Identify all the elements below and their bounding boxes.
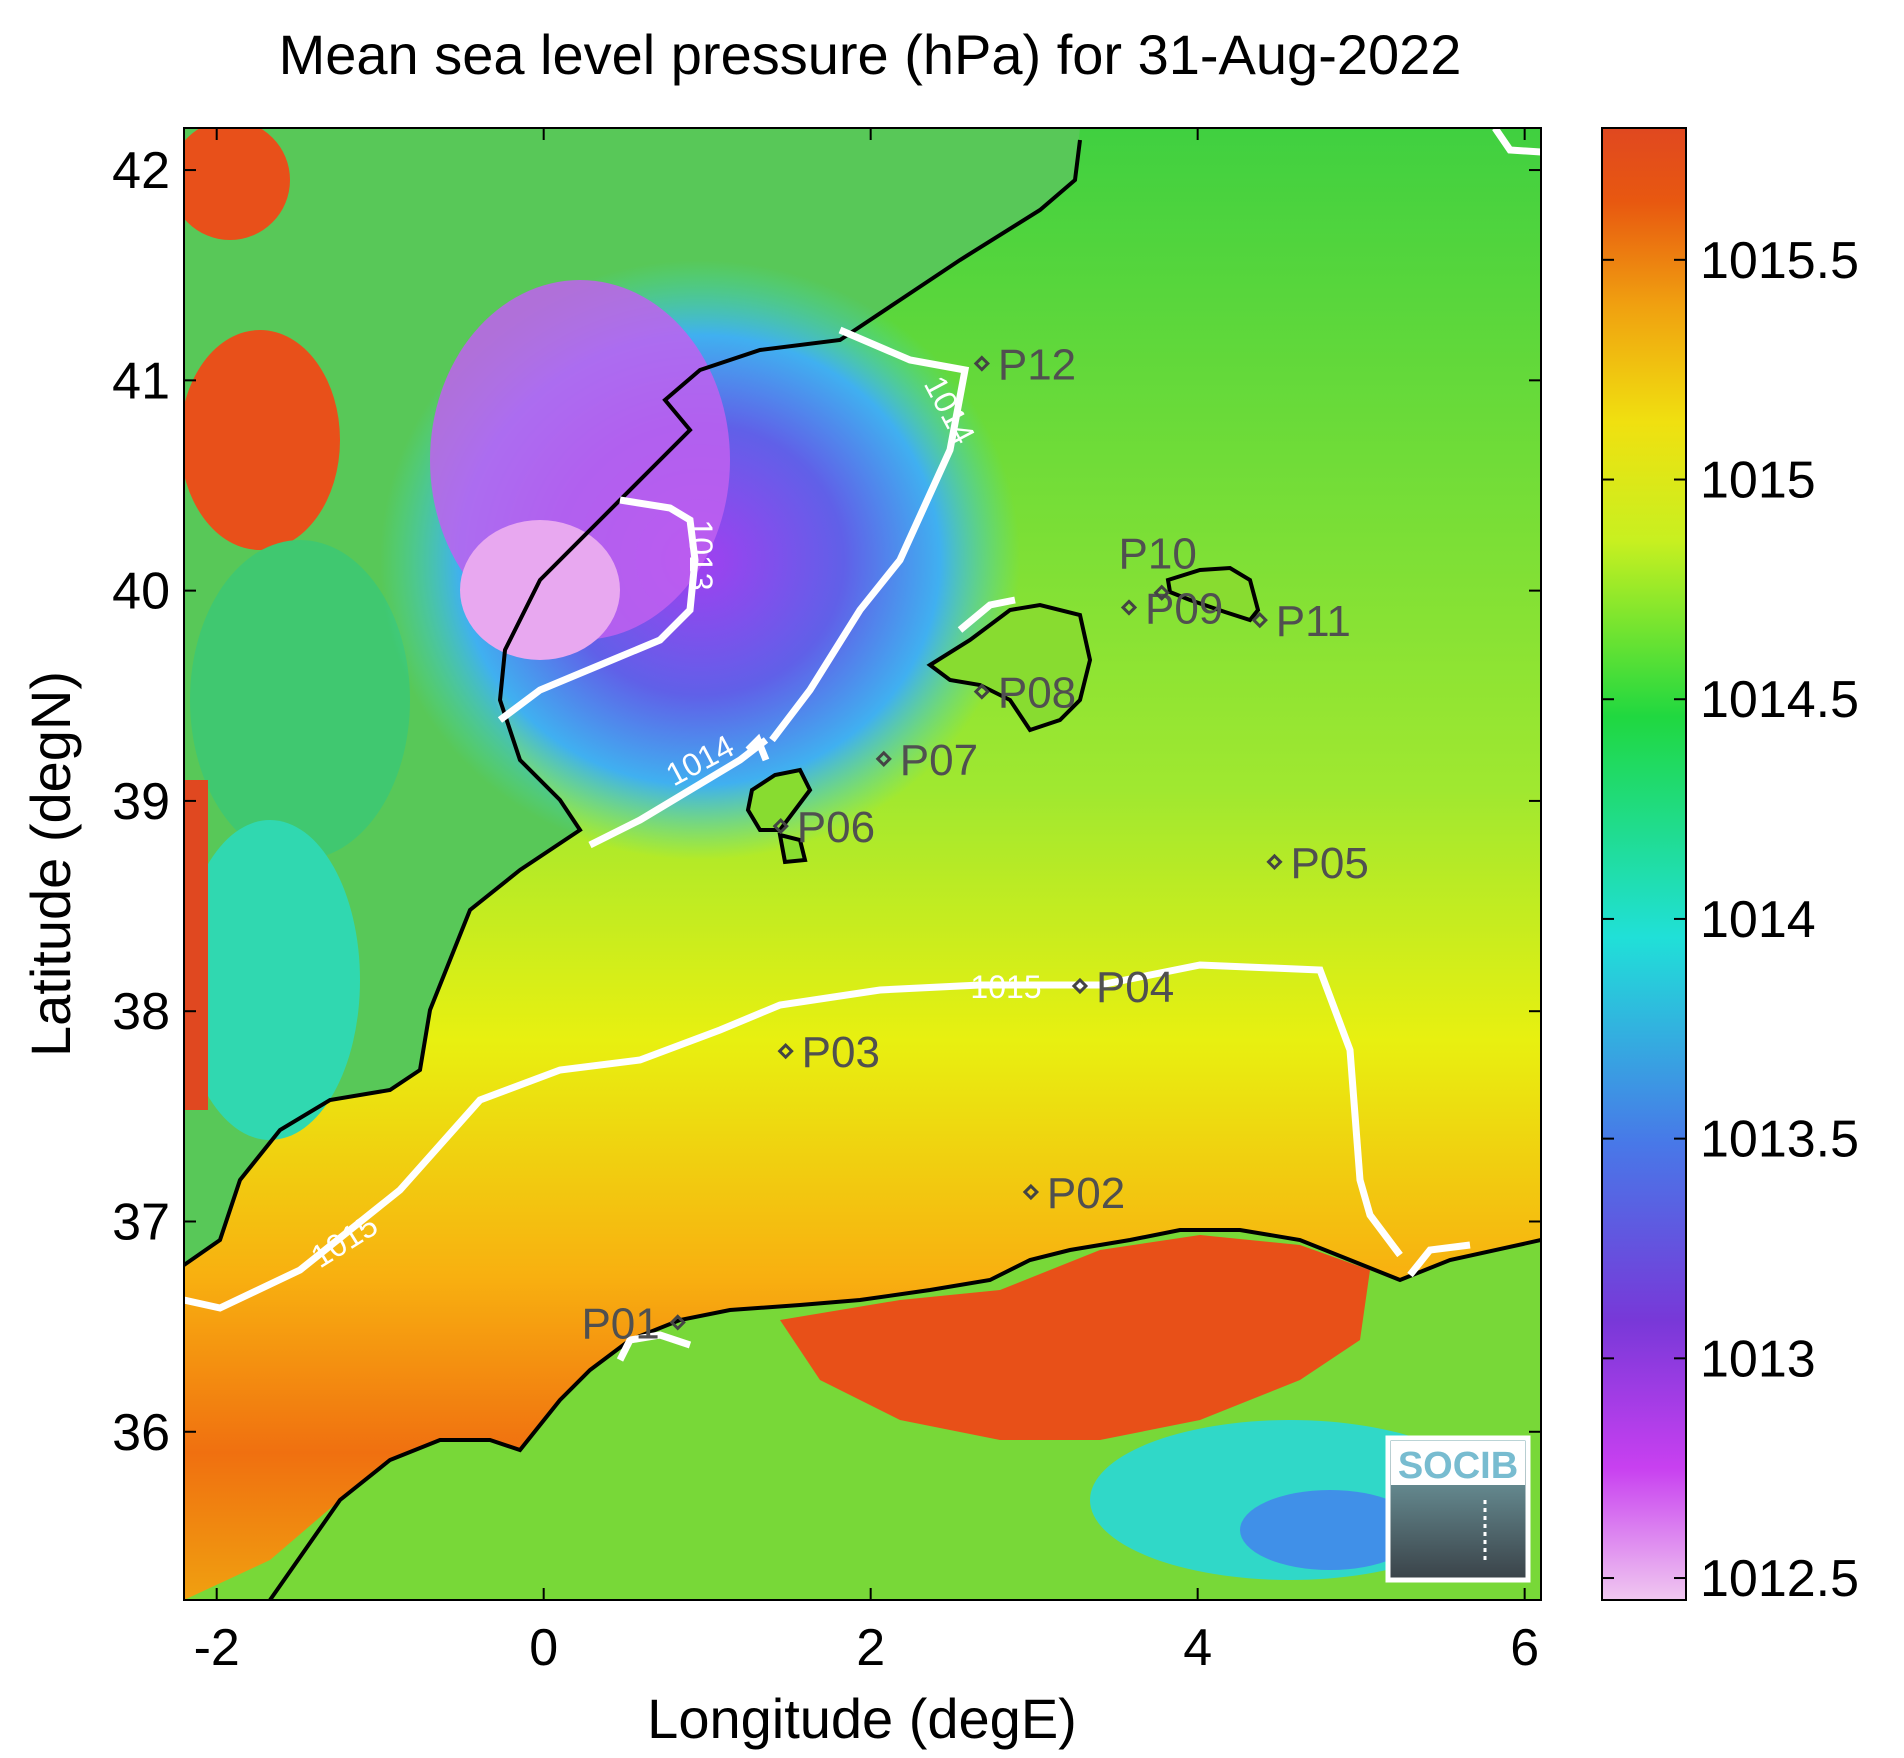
colorbar-tick-label: 1015 [1700,452,1816,510]
colorbar [1601,127,1687,1601]
station-label: P08 [998,669,1076,718]
station-label: P07 [900,736,978,785]
station-p10[interactable]: P10 [1119,530,1197,601]
x-tick-label: 0 [529,1619,558,1677]
isobar-1014-mallorca [957,596,1016,633]
station-p11[interactable]: P11 [1251,597,1351,646]
socib-logo: SOCIB [1385,1435,1531,1583]
colorbar-tick-label: 1014 [1700,891,1816,949]
y-tick-label: 41 [112,352,170,410]
station-marker-icon [669,1314,686,1331]
isobar-1014-small [745,733,770,762]
station-p03[interactable]: P03 [777,1028,880,1077]
station-label: P10 [1119,530,1197,579]
land-africa-blue [1240,1490,1420,1570]
colorbar-tick-label: 1012.5 [1700,1550,1859,1608]
contour-label-1015-center: 1015 [970,969,1041,1005]
y-tick-label: 39 [112,773,170,831]
station-marker-icon [1266,853,1283,871]
station-label: P06 [797,803,875,852]
contour-label-1013: 1013 [683,519,719,590]
colorbar-ticks: 1012.5 1013 1013.5 1014 1014.5 1015 1015.5 [1602,232,1859,1608]
x-tick-label: 6 [1510,1619,1539,1677]
island-mallorca [926,602,1093,733]
station-marker-icon [973,355,990,372]
station-p12[interactable]: P12 [973,341,1076,390]
socib-logo-text: SOCIB [1398,1445,1518,1487]
isobar-1015-p01 [616,1331,692,1362]
x-tick-label: 2 [856,1619,885,1677]
isobar-1015-ne [1492,128,1541,156]
station-label: P03 [802,1028,880,1077]
map-frame [183,127,1542,1601]
pressure-low-min [460,520,620,660]
land-heat-center [184,330,340,550]
island-formentera [777,832,808,865]
station-marker-icon [777,1043,794,1060]
station-label: P01 [581,1299,659,1348]
x-axis-ticks: -2 0 2 4 6 [194,128,1539,1677]
y-axis-ticks: 36 37 38 39 40 41 42 [112,142,1541,1462]
station-marker-icon [1153,584,1170,601]
station-marker-icon [973,683,990,700]
station-p07[interactable]: P07 [875,736,978,785]
station-p05[interactable]: P05 [1266,839,1369,888]
station-marker-icon [772,818,789,835]
isobar-1014 [588,326,970,849]
isobar-1015 [184,961,1403,1312]
station-p08[interactable]: P08 [973,669,1076,718]
station-p02[interactable]: P02 [1022,1169,1125,1218]
station-p04[interactable]: P04 [1071,963,1174,1012]
coastline-africa [268,1228,1541,1600]
coastline-iberia [184,139,1082,1267]
land-iberia [184,128,1080,1265]
y-tick-label: 42 [112,142,170,200]
land-heat-nw [184,128,290,240]
x-axis-label: Longitude (degE) [647,1687,1077,1750]
station-label: P02 [1047,1169,1125,1218]
island-menorca [1165,565,1261,623]
colorbar-tick-label: 1014.5 [1700,671,1859,729]
station-label: P12 [998,341,1076,390]
y-tick-label: 37 [112,1193,170,1251]
socib-logo-band [1391,1441,1525,1485]
land-cyan-sw [184,820,360,1140]
station-marker-icon [1022,1183,1040,1201]
station-label: P09 [1145,584,1223,633]
station-marker-icon [875,750,892,767]
land-west-edge [184,780,208,1110]
land-green-west [190,540,410,860]
station-marker-icon [1120,599,1138,616]
y-axis-label: Latitude (degN) [19,671,82,1057]
y-tick-label: 40 [112,563,170,621]
station-label: P04 [1096,963,1174,1012]
station-marker-icon [1251,611,1268,629]
map-title: Mean sea level pressure (hPa) for 31-Aug… [278,23,1462,86]
colorbar-tick-label: 1015.5 [1700,232,1859,290]
isobar-1013 [497,496,699,723]
y-tick-label: 36 [112,1404,170,1462]
x-tick-label: 4 [1183,1619,1212,1677]
isobar-1015-se [1407,1241,1471,1278]
land-africa-heat [780,1235,1370,1440]
map-area: 1013 1014 1014 1015 1015 P01P02P03P04P05… [184,128,1541,1600]
island-ibiza [745,767,813,832]
station-marker-icon [1071,977,1089,995]
station-markers: P01 P02 P03 P04 P05 P06 P07 P08 P09 P10 P11 P12 [581,341,1368,1349]
colorbar-tick-label: 1013 [1700,1330,1816,1388]
station-label: P11 [1276,597,1351,646]
station-p09[interactable]: P09 [1120,584,1223,633]
station-p01[interactable]: P01 [581,1299,686,1348]
station-label: P05 [1291,839,1369,888]
colorbar-tick-label: 1013.5 [1700,1111,1859,1169]
y-tick-label: 38 [112,983,170,1041]
station-p06[interactable]: P06 [772,803,875,852]
x-tick-label: -2 [194,1619,240,1677]
